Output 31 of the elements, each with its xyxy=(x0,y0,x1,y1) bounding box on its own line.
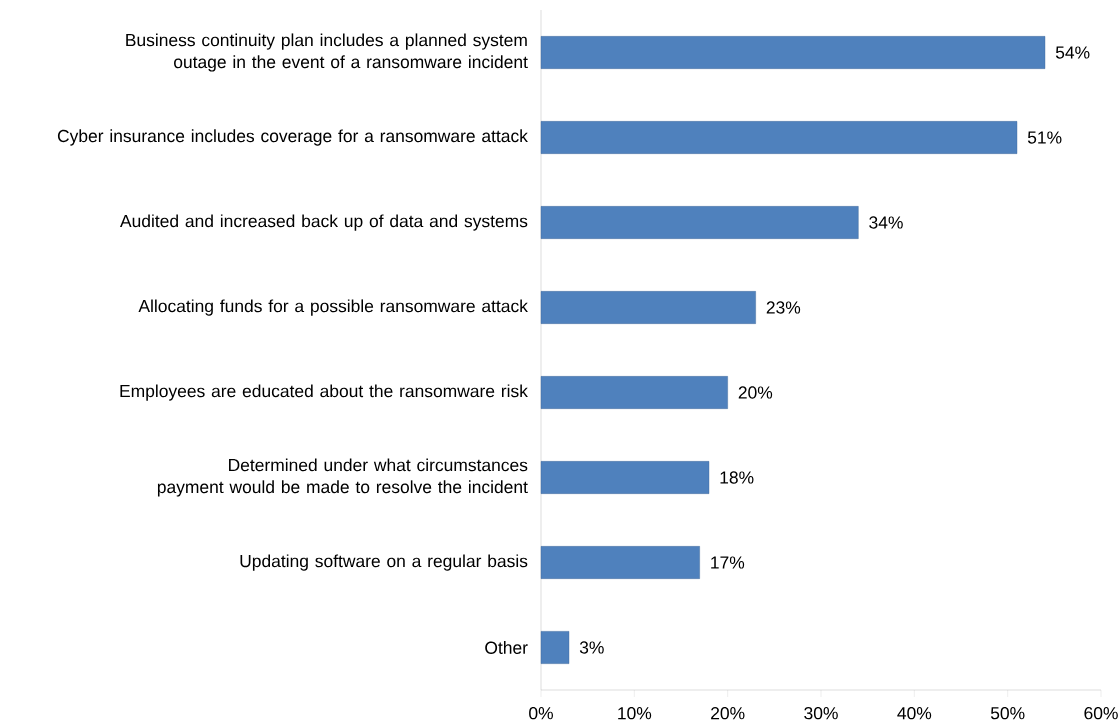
x-tick-label: 30% xyxy=(804,707,838,720)
bar xyxy=(540,546,700,579)
data-label: 17% xyxy=(711,556,745,569)
data-label: 51% xyxy=(1027,131,1062,144)
y-tick-label: Determined under what circumstances payment would be made to resolve the incident xyxy=(157,458,528,497)
y-tick-label: Business continuity plan includes a planned system outage in the event of a ransomware incident xyxy=(126,33,528,72)
x-tick-label: 60% xyxy=(1084,707,1118,720)
y-tick-label: Audited and increased back up of data and systems xyxy=(120,214,528,231)
bar xyxy=(540,121,1018,154)
y-tick-label: Other xyxy=(485,641,528,654)
y-tick-label: Employees are educated about the ransomware risk xyxy=(120,384,528,401)
x-tick-label: 20% xyxy=(711,707,745,720)
y-tick-label: Updating software on a regular basis xyxy=(240,554,528,571)
data-label: 18% xyxy=(720,471,754,484)
x-tick-label: 0% xyxy=(529,707,553,720)
data-label: 34% xyxy=(869,216,903,229)
bar xyxy=(540,36,1046,69)
x-tick-label: 50% xyxy=(990,707,1025,720)
bar xyxy=(540,631,570,664)
bar xyxy=(540,376,728,409)
data-label: 20% xyxy=(738,386,773,399)
bar xyxy=(540,461,710,494)
bar xyxy=(540,291,756,324)
data-label: 3% xyxy=(579,641,604,654)
data-label: 54% xyxy=(1055,46,1090,59)
y-tick-label: Cyber insurance includes coverage for a ransomware attack xyxy=(57,129,528,146)
x-tick-label: 10% xyxy=(618,707,652,720)
x-tick-label: 40% xyxy=(897,707,932,720)
bar xyxy=(540,206,859,239)
y-tick-label: Allocating funds for a possible ransomware attack xyxy=(138,299,528,316)
data-label: 23% xyxy=(766,301,801,314)
